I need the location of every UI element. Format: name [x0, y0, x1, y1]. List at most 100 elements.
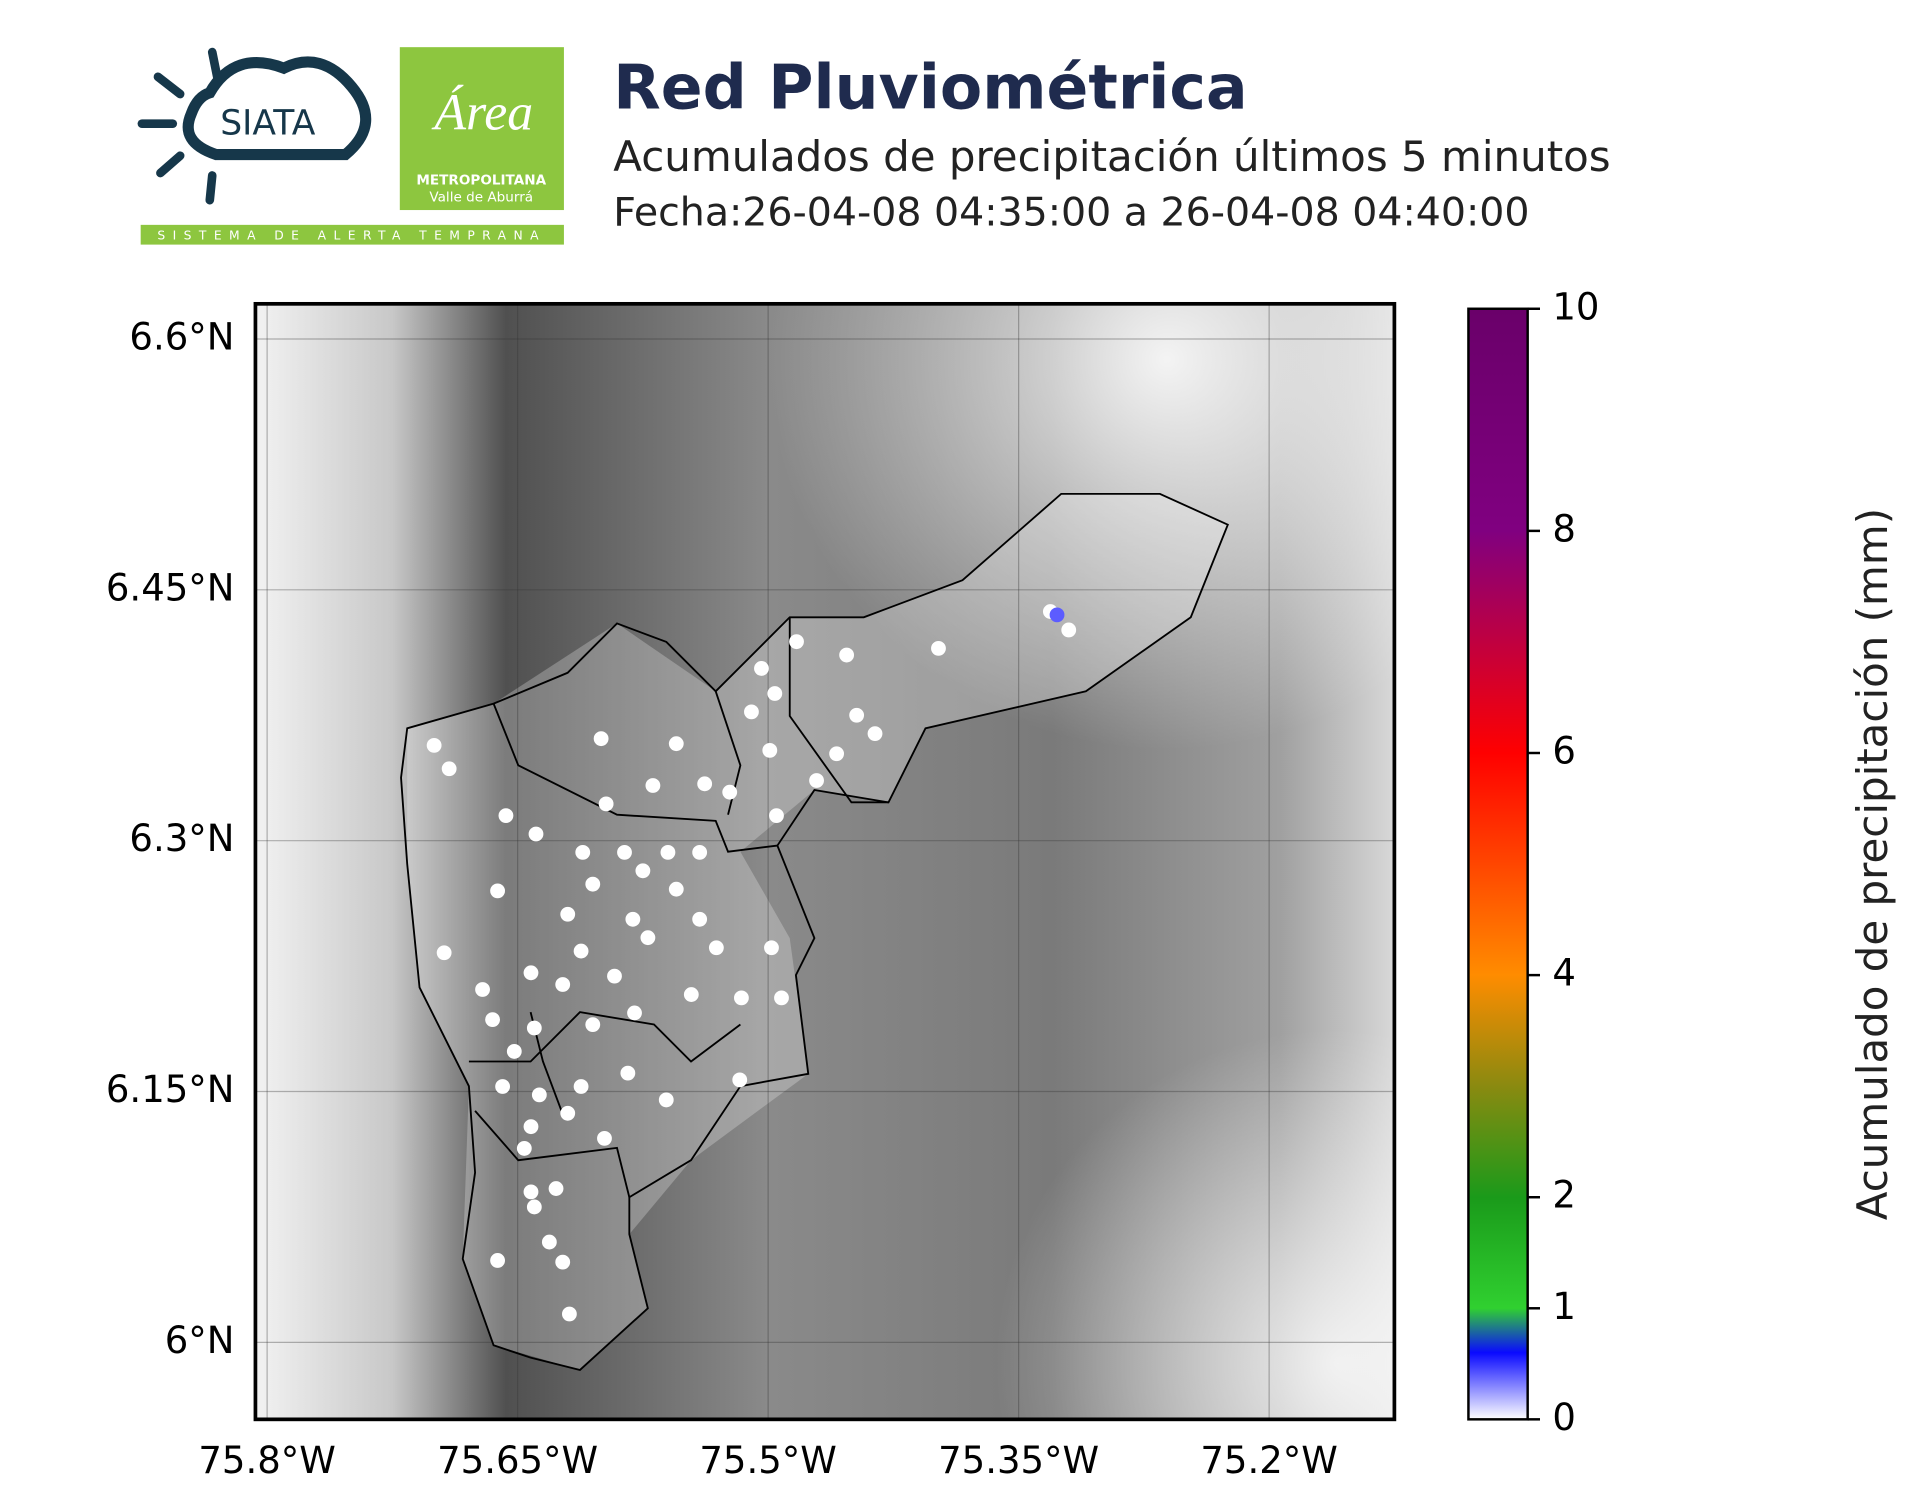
- station: [523, 1119, 539, 1135]
- y-tick-label: 6°N: [165, 1319, 235, 1362]
- station: [849, 707, 865, 723]
- chart-title: Red Pluviométrica: [613, 52, 1247, 124]
- station: [526, 1199, 542, 1215]
- station: [640, 930, 656, 946]
- station: [1061, 622, 1077, 638]
- station: [708, 940, 724, 956]
- station: [617, 844, 632, 860]
- station: [1049, 607, 1065, 623]
- colorbar-label: Acumulado de precipitación (mm): [1848, 508, 1897, 1220]
- station: [867, 726, 883, 742]
- station: [769, 808, 784, 824]
- logo-text: Valle de Aburrá: [429, 190, 533, 206]
- station: [625, 911, 641, 927]
- station: [767, 686, 783, 701]
- station: [561, 1306, 577, 1322]
- station: [585, 876, 601, 892]
- station: [839, 647, 855, 663]
- station: [692, 911, 708, 927]
- station: [506, 1044, 522, 1059]
- station: [764, 940, 779, 956]
- station: [555, 977, 571, 992]
- logo-text: SIATA: [220, 103, 315, 143]
- station: [668, 736, 684, 752]
- x-tick-label: 75.2°W: [1200, 1439, 1337, 1482]
- station: [585, 1017, 601, 1033]
- x-tick-label: 75.8°W: [198, 1439, 335, 1482]
- station: [683, 987, 699, 1002]
- y-tick-label: 6.6°N: [129, 315, 234, 358]
- station: [495, 1079, 511, 1094]
- station: [573, 943, 589, 959]
- station: [620, 1065, 636, 1081]
- colorbar-tick-label: 0: [1552, 1396, 1576, 1439]
- chart-subtitle: Acumulados de precipitación últimos 5 mi…: [613, 132, 1610, 181]
- station: [516, 1141, 532, 1156]
- terrain: [255, 303, 1395, 1420]
- station: [573, 1079, 589, 1094]
- station: [593, 731, 609, 747]
- station: [426, 737, 442, 753]
- station: [809, 773, 824, 788]
- station: [774, 990, 789, 1006]
- station: [734, 990, 749, 1006]
- station: [762, 742, 778, 758]
- station: [697, 776, 713, 792]
- colorbar-tick-label: 2: [1552, 1174, 1576, 1217]
- station: [732, 1072, 748, 1088]
- station: [931, 640, 946, 656]
- station: [658, 1092, 674, 1108]
- station: [485, 1012, 500, 1028]
- station: [607, 968, 622, 984]
- station: [490, 883, 505, 899]
- station: [436, 945, 452, 961]
- station: [528, 826, 544, 842]
- colorbar-tick-label: 4: [1552, 952, 1576, 995]
- station: [560, 1105, 576, 1121]
- x-tick-label: 75.65°W: [437, 1439, 598, 1482]
- station: [475, 982, 490, 997]
- station: [441, 761, 457, 777]
- station: [523, 1184, 539, 1200]
- grid: [255, 303, 1395, 1420]
- station: [523, 965, 539, 981]
- logo-text: METROPOLITANA: [416, 172, 546, 188]
- x-tick-label: 75.35°W: [938, 1439, 1099, 1482]
- colorbar-tick-label: 1: [1552, 1285, 1576, 1328]
- colorbar-tick-label: 6: [1552, 730, 1576, 773]
- station: [692, 844, 708, 860]
- map-frame: [253, 301, 1397, 1422]
- y-tick-label: 6.15°N: [106, 1068, 235, 1111]
- station: [829, 746, 845, 762]
- y-tick-label: 6.3°N: [129, 817, 234, 860]
- station: [598, 796, 614, 812]
- station: [660, 844, 676, 860]
- station: [645, 778, 661, 793]
- area-logo: Área METROPOLITANA Valle de Aburrá SISTE…: [140, 47, 564, 245]
- station: [597, 1130, 612, 1146]
- station: [490, 1253, 505, 1268]
- station: [754, 661, 769, 676]
- station: [555, 1254, 571, 1270]
- station: [575, 844, 591, 860]
- y-tick-label: 6.45°N: [106, 566, 235, 609]
- station: [541, 1234, 557, 1250]
- x-tick-label: 75.5°W: [699, 1439, 836, 1482]
- station: [526, 1020, 542, 1036]
- station: [548, 1181, 564, 1196]
- station: [498, 808, 514, 824]
- station: [635, 863, 651, 879]
- station: [789, 634, 804, 650]
- colorbar-tick-label: 10: [1552, 285, 1599, 328]
- station: [722, 784, 738, 800]
- colorbar-tick-label: 8: [1552, 507, 1576, 550]
- station: [627, 1005, 642, 1021]
- logo-text: Área: [431, 83, 533, 141]
- logo-text: SISTEMA DE ALERTA TEMPRANA: [157, 228, 546, 242]
- station: [668, 881, 684, 897]
- chart-date: Fecha:26-04-08 04:35:00 a 26-04-08 04:40…: [613, 189, 1529, 235]
- station: [560, 906, 576, 922]
- colorbar: [1467, 307, 1529, 1421]
